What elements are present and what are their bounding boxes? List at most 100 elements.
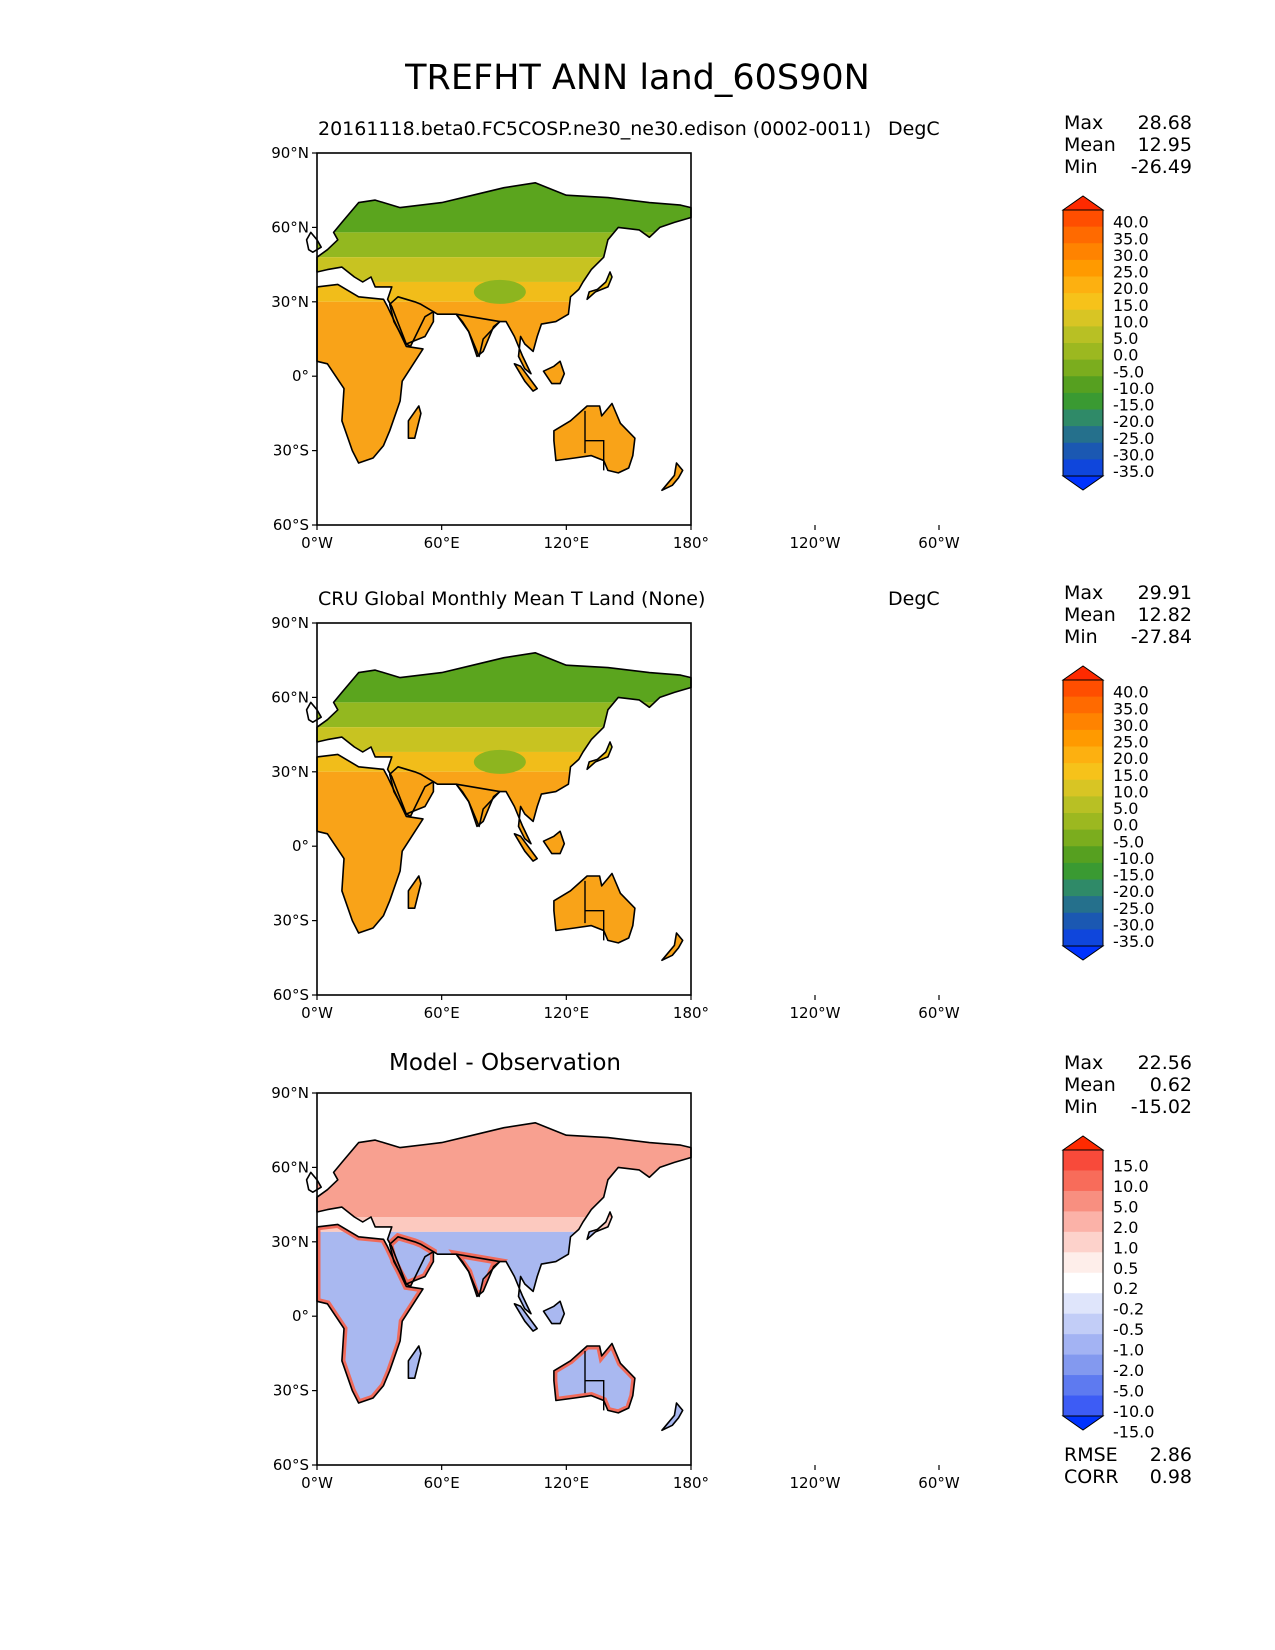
plateau-patch [473,279,526,304]
colorbar-swatch [1063,226,1103,244]
extra-stats-block: RMSE 2.86 CORR 0.98 [1064,1444,1192,1488]
coastline-borneo [542,1300,566,1325]
colorbar-swatch [1063,929,1103,947]
colorbar-label: 40.0 [1113,213,1149,232]
fill-band [317,301,691,491]
colorbar-swatch [1063,1170,1103,1192]
colorbar-label: -15.0 [1113,396,1154,415]
lat-tick-label: 60°S [273,516,309,534]
figure-title: TREFHT ANN land_60S90N [405,58,870,98]
colorbar-swatch [1063,1395,1103,1417]
colorbar-swatch [1063,243,1103,261]
colorbar-label: -35.0 [1113,462,1154,481]
colorbar-label: -5.0 [1113,1382,1144,1401]
colorbar-label: 10.0 [1113,1177,1149,1196]
panel-subtitle: Model - Observation [388,1050,622,1076]
colorbar-swatch [1063,326,1103,344]
stat-value-min: -27.84 [1130,626,1192,648]
map-plot: 90°N 60°N 30°N 0° 30°S 60°S0°W 60°E 120°E 180° 12… [271,144,1154,552]
land-fill [317,182,691,491]
colorbar-label: 5.0 [1113,1197,1138,1216]
fill-band [317,702,691,728]
colorbar-label: -15.0 [1113,1422,1154,1441]
colorbar-swatch [1063,359,1103,377]
colorbar-swatch [1063,846,1103,864]
coastline-japan [586,741,613,771]
colorbar-label: -10.0 [1113,849,1154,868]
coastline-nz [661,462,684,492]
coastline-japan [586,1211,613,1241]
colorbar-swatch [1063,1150,1103,1171]
panel-observation: CRU Global Monthly Mean T Land (None) De… [0,582,1275,1058]
coastline-madagascar [407,1345,422,1380]
colorbar-extend-min [1061,475,1105,491]
coastline-madagascar [407,875,422,910]
stat-label-rmse: RMSE [1064,1444,1118,1466]
lon-tick-label: 120°W [790,1004,841,1022]
colorbar-label: 20.0 [1113,749,1149,768]
state-borders [584,1350,605,1411]
colorbar-label: -20.0 [1113,412,1154,431]
map-plot: 90°N 60°N 30°N 0° 30°S 60°S0°W 60°E 120°E 180° 12… [271,614,1154,1022]
colorbar-swatch [1063,1231,1103,1253]
lon-tick-label: 0°W [301,1004,333,1022]
coastline-india [455,783,501,828]
colorbar-label: 15.0 [1113,1156,1149,1175]
coastline-nz [661,932,684,962]
colorbar-label: 0.0 [1113,816,1138,835]
lat-tick-label: 90°N [271,614,309,632]
colorbar-swatch [1063,1354,1103,1376]
colorbar-label: -20.0 [1113,882,1154,901]
land-fill [313,1122,691,1431]
colorbar-label: -2.0 [1113,1361,1144,1380]
colorbar-swatch [1063,1272,1103,1294]
colorbar-swatch [1063,763,1103,781]
coastline-india [455,313,501,358]
colorbar-swatch [1063,680,1103,698]
colorbar-label: 40.0 [1113,683,1149,702]
colorbar-swatch [1063,779,1103,797]
lon-tick-label: 120°W [790,534,841,552]
colorbar-label: -1.0 [1113,1341,1144,1360]
lon-tick-label: 120°E [544,1004,590,1022]
colorbar-label: -35.0 [1113,932,1154,951]
colorbar-label: -10.0 [1113,379,1154,398]
colorbar-swatch [1063,1252,1103,1274]
colorbar-label: 1.0 [1113,1238,1138,1257]
coastline-madagascar [407,405,422,440]
colorbar-label: -0.5 [1113,1320,1144,1339]
stat-label-min: Min [1064,626,1098,648]
colorbar-label: -30.0 [1113,915,1154,934]
colorbar-label: 35.0 [1113,699,1149,718]
colorbar-extend-max [1061,195,1105,211]
colorbar-label: 0.5 [1113,1259,1138,1278]
coastline-sumatra [513,833,539,862]
colorbar-swatch [1063,1211,1103,1233]
lon-tick-label: 60°E [424,1004,460,1022]
colorbar-swatch [1063,1334,1103,1356]
stat-value-max: 22.56 [1137,1052,1192,1074]
coastline-arabia [388,296,435,345]
coastline-australia [553,402,636,474]
fill-band [317,232,691,258]
lon-tick-label: 0°W [301,534,333,552]
coastline-japan [586,271,613,301]
fill-band [317,1231,691,1431]
state-borders [584,410,605,471]
coastline-arabia [388,1236,435,1285]
fill-band [317,1122,691,1217]
colorbar-label: 10.0 [1113,312,1149,331]
lat-tick-label: 60°S [273,1456,309,1474]
stats-block: Max 29.91 Mean 12.82 Min -27.84 [1064,582,1192,648]
stat-value-rmse: 2.86 [1149,1444,1192,1466]
fill-band [317,727,691,752]
fill-band [317,652,691,703]
colorbar-swatch [1063,376,1103,394]
lat-tick-label: 60°S [273,986,309,1004]
colorbar-swatch [1063,276,1103,294]
colorbar-label: 0.0 [1113,346,1138,365]
stat-label-min: Min [1064,156,1098,178]
lat-tick-label: 90°N [271,144,309,162]
colorbar-label: 5.0 [1113,329,1138,348]
map-frame [316,152,692,526]
